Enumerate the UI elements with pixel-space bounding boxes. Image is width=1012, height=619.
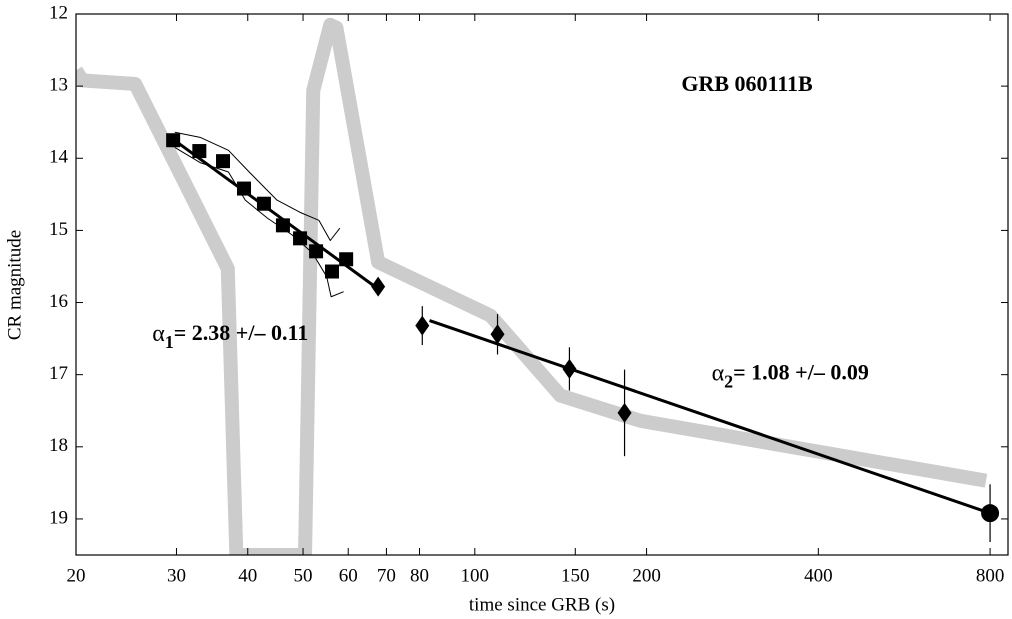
diamond-marker: [490, 324, 505, 345]
x-tick-label: 800: [976, 565, 1005, 586]
diamond-marker: [562, 358, 577, 379]
plot-area: [76, 17, 1000, 555]
x-axis-label: time since GRB (s): [469, 594, 615, 615]
x-tick-label: 100: [461, 565, 490, 586]
y-tick-label: 16: [49, 291, 68, 312]
annotation-text: = 1.08 +/– 0.09: [733, 360, 869, 385]
annotation: α2= 1.08 +/– 0.09: [712, 360, 869, 392]
square-marker: [293, 231, 308, 246]
square-marker: [275, 218, 290, 233]
square-marker: [192, 144, 207, 159]
annotation-symbol: α: [152, 320, 165, 346]
y-axis-label: CR magnitude: [4, 230, 25, 340]
x-tick-label: 200: [632, 565, 661, 586]
x-tick-label: 50: [294, 565, 313, 586]
x-tick-label: 150: [561, 565, 590, 586]
x-tick-label: 20: [67, 565, 86, 586]
x-tick-label: 80: [410, 565, 429, 586]
annotation-text: = 2.38 +/– 0.11: [174, 320, 308, 345]
square-marker: [309, 244, 324, 259]
y-tick-label: 14: [49, 147, 69, 168]
x-tick-label: 70: [377, 565, 396, 586]
annotation-symbol: α: [712, 360, 725, 386]
annotation-subscript: 1: [165, 332, 174, 352]
diamond-marker: [415, 315, 430, 336]
y-tick-label: 13: [49, 74, 68, 95]
x-tick-label: 40: [238, 565, 257, 586]
y-tick-label: 19: [49, 507, 68, 528]
x-tick-label: 400: [804, 565, 833, 586]
x-tick-label: 30: [167, 565, 186, 586]
axes-frame: [75, 13, 1009, 556]
y-tick-label: 12: [49, 2, 68, 23]
square-marker: [237, 181, 252, 196]
annotation: α1= 2.38 +/– 0.11: [152, 320, 308, 352]
square-marker: [166, 133, 181, 148]
line: [76, 17, 988, 555]
diamond-marker: [617, 402, 632, 423]
axes: 20 30 40 50 60 70 80 100 150 200 400 80012131415161…: [49, 2, 1008, 586]
square-marker: [216, 154, 231, 169]
x-tick-label: 60: [339, 565, 358, 586]
y-tick-label: 18: [49, 435, 68, 456]
annotation-text: GRB 060111B: [681, 71, 813, 96]
annotation-subscript: 2: [724, 372, 733, 392]
y-tick-label: 17: [49, 363, 68, 384]
y-tick-label: 15: [49, 219, 68, 240]
diamond-marker: [371, 276, 386, 297]
square-marker: [256, 196, 271, 211]
annotation: GRB 060111B: [681, 71, 813, 96]
square-marker: [325, 264, 340, 279]
line: [174, 131, 341, 241]
circle-marker: [981, 504, 1000, 523]
square-marker: [339, 252, 354, 267]
line: [429, 319, 991, 515]
